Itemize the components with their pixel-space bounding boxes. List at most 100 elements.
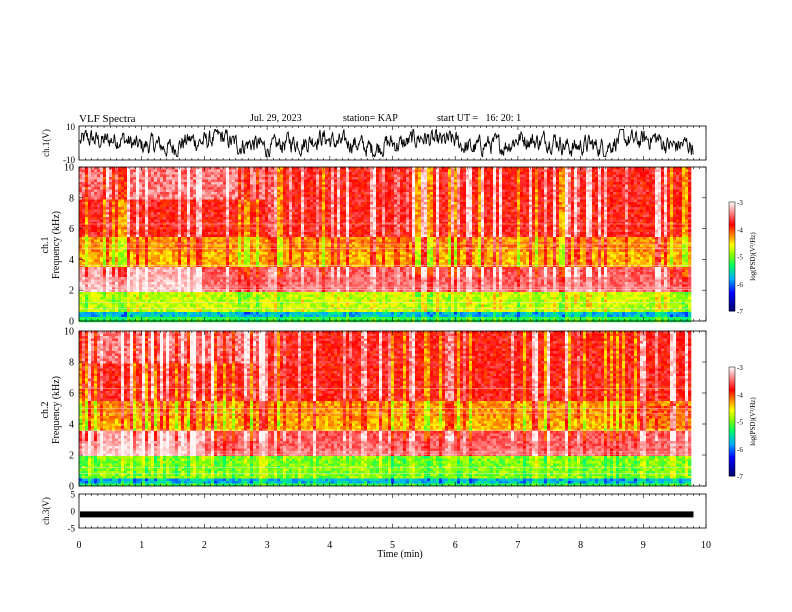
spectrogram-cell <box>157 167 160 170</box>
spectrogram-cell <box>625 170 628 173</box>
spectrogram-cell <box>112 182 115 185</box>
spectrogram-cell <box>613 175 616 178</box>
spectrogram-cell <box>604 170 607 173</box>
spectrogram-cell <box>358 182 361 185</box>
spectrogram-cell <box>184 177 187 180</box>
spectrogram-cell <box>598 177 601 180</box>
spectrogram-cell <box>463 175 466 178</box>
spectrogram-cell <box>658 167 661 170</box>
spectrogram-cell <box>673 177 676 180</box>
spectrogram-cell <box>307 177 310 180</box>
spectrogram-cell <box>178 170 181 173</box>
spectrogram-cell <box>169 182 172 185</box>
spectrogram-cell <box>616 177 619 180</box>
spectrogram-cell <box>112 180 115 183</box>
spectrogram-cell <box>415 182 418 185</box>
spectrogram-cell <box>262 170 265 173</box>
spectrogram-cell <box>151 182 154 185</box>
spectrogram-cell <box>277 170 280 173</box>
spectrogram-cell <box>475 170 478 173</box>
spectrogram-cell <box>523 172 526 175</box>
spectrogram-cell <box>157 182 160 185</box>
spectrogram-cell <box>85 182 88 185</box>
spectrogram-cell <box>349 172 352 175</box>
spectrogram-cell <box>232 175 235 178</box>
spectrogram-cell <box>433 175 436 178</box>
spectrogram-cell <box>310 182 313 185</box>
spectrogram-cell <box>307 175 310 178</box>
spectrogram-cell <box>448 177 451 180</box>
spectrogram-cell <box>493 175 496 178</box>
spectrogram-cell <box>418 172 421 175</box>
spectrogram-cell <box>328 180 331 183</box>
spectrogram-cell <box>88 177 91 180</box>
spectrogram-cell <box>223 182 226 185</box>
spectrogram-cell <box>325 180 328 183</box>
spectrogram-cell <box>430 177 433 180</box>
spectrogram-cell <box>133 177 136 180</box>
spectrogram-cell <box>379 177 382 180</box>
spectrogram-cell <box>283 182 286 185</box>
spectrogram-cell <box>211 170 214 173</box>
spectrogram-cell <box>214 177 217 180</box>
spectrogram-cell <box>526 172 529 175</box>
spectrogram-cell <box>148 167 151 170</box>
spectrogram-cell <box>604 172 607 175</box>
spectrogram-cell <box>436 172 439 175</box>
spectrogram-cell <box>388 170 391 173</box>
spectrogram-cell <box>385 182 388 185</box>
spectrogram-cell <box>304 177 307 180</box>
spectrogram-cell <box>514 180 517 183</box>
spectrogram-cell <box>646 170 649 173</box>
spectrogram-cell <box>547 180 550 183</box>
spectrogram-cell <box>484 172 487 175</box>
spectrogram-cell <box>421 180 424 183</box>
spectrogram-cell <box>445 175 448 178</box>
spectrogram-cell <box>112 170 115 173</box>
spectrogram-cell <box>493 177 496 180</box>
spectrogram-cell <box>355 175 358 178</box>
spectrogram-cell <box>535 180 538 183</box>
spectrogram-cell <box>127 182 130 185</box>
spectrogram-cell <box>577 175 580 178</box>
spectrogram-cell <box>607 175 610 178</box>
spectrogram-cell <box>592 177 595 180</box>
spectrogram-cell <box>244 167 247 170</box>
spectrogram-cell <box>553 177 556 180</box>
spectrogram-cell <box>250 182 253 185</box>
spectrogram-cell <box>154 177 157 180</box>
spectrogram-cell <box>106 180 109 183</box>
spectrogram-cell <box>409 177 412 180</box>
spectrogram-cell <box>190 175 193 178</box>
spectrogram-cell <box>139 175 142 178</box>
spectrogram-cell <box>388 182 391 185</box>
spectrogram-cell <box>97 180 100 183</box>
spectrogram-cell <box>235 182 238 185</box>
spectrogram-cell <box>295 172 298 175</box>
spectrogram-cell <box>457 180 460 183</box>
spectrogram-cell <box>343 167 346 170</box>
spectrogram-cell <box>286 180 289 183</box>
spectrogram-cell <box>307 180 310 183</box>
spectrogram-cell <box>469 170 472 173</box>
spectrogram-cell <box>568 167 571 170</box>
spectrogram-cell <box>673 175 676 178</box>
spectrogram-cell <box>391 182 394 185</box>
spectrogram-cell <box>166 182 169 185</box>
spectrogram-cell <box>682 167 685 170</box>
spectrogram-cell <box>226 172 229 175</box>
spectrogram-cell <box>412 172 415 175</box>
spectrogram-cell <box>187 182 190 185</box>
spectrogram-cell <box>472 177 475 180</box>
spectrogram-cell <box>619 170 622 173</box>
spectrogram-cell <box>151 170 154 173</box>
spectrogram-cell <box>94 170 97 173</box>
spectrogram-cell <box>175 170 178 173</box>
spectrogram-cell <box>292 180 295 183</box>
spectrogram-cell <box>181 175 184 178</box>
spectrogram-cell <box>352 172 355 175</box>
spectrogram-cell <box>526 180 529 183</box>
spectrogram-cell <box>670 175 673 178</box>
spectrogram-cell <box>241 182 244 185</box>
spectrogram-cell <box>385 170 388 173</box>
